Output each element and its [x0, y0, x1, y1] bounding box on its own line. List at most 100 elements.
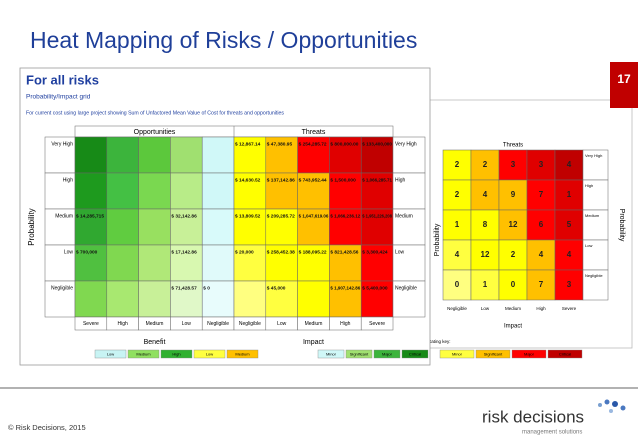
grid-cell — [138, 280, 171, 318]
column-label: Negligible — [239, 321, 261, 327]
column-label: Low — [182, 321, 192, 327]
back-cell-count: 4 — [539, 250, 544, 259]
grid-cell — [297, 172, 330, 210]
back-cell — [498, 179, 528, 211]
legend-label: Minor — [326, 352, 337, 357]
back-cell — [442, 209, 472, 241]
back-probability-left: Probability — [434, 223, 441, 256]
legend-swatch — [193, 349, 226, 359]
legend-label: Critical — [409, 352, 421, 357]
cell-value: $ 1,951,226,208 — [362, 213, 392, 219]
back-cell-count: 0 — [511, 280, 516, 289]
grid-cell — [138, 172, 171, 210]
cell-value: $ 3,300,424 — [362, 249, 388, 255]
cell-value: $ 1,047,619.06 — [299, 213, 329, 219]
back-cell — [526, 239, 556, 271]
back-row-label-cell — [582, 149, 609, 181]
back-cell-count: 12 — [481, 250, 490, 259]
back-column-label: Medium — [505, 306, 521, 311]
row-label-cell — [392, 136, 426, 174]
back-cell — [470, 209, 500, 241]
back-legend-swatch — [511, 349, 547, 359]
back-cell-count: 1 — [455, 220, 460, 229]
back-row-label: High — [585, 183, 593, 188]
grid-cell — [233, 208, 267, 246]
back-cell-count: 2 — [455, 190, 460, 199]
grid-cell — [297, 208, 330, 246]
grid-cell — [360, 208, 394, 246]
back-column-label: Severe — [562, 306, 577, 311]
grid-cell — [329, 208, 362, 246]
back-legend-swatch — [547, 349, 583, 359]
cell-value: $ 254,285.72 — [299, 141, 327, 147]
cell-value: $ 13,809.52 — [235, 213, 261, 219]
back-cell — [554, 179, 584, 211]
grid-cell — [233, 136, 267, 174]
column-label: High — [340, 321, 351, 327]
back-cell — [442, 149, 472, 181]
back-cell-count: 7 — [539, 280, 544, 289]
column-label: Negligible — [207, 321, 229, 327]
logo-dot — [604, 399, 610, 405]
threats-header: Threats — [302, 129, 326, 136]
grid-cell — [170, 280, 203, 318]
grid-cell — [201, 172, 235, 210]
back-cell-count: 4 — [455, 250, 460, 259]
back-cell — [442, 269, 472, 301]
row-label-left: Low — [64, 249, 74, 255]
cell-value: $ 12,867.14 — [235, 141, 261, 147]
back-cell — [498, 239, 528, 271]
back-cell — [554, 269, 584, 301]
row-label-left: Negligible — [51, 285, 73, 291]
cell-value: $ 209,285.72 — [267, 213, 295, 219]
grid-cell — [138, 244, 171, 282]
logo-dot — [609, 409, 613, 413]
back-cell — [470, 149, 500, 181]
back-cell-count: 4 — [483, 190, 488, 199]
footer-text: © Risk Decisions, 2015 — [8, 423, 86, 432]
grid-cell — [106, 136, 139, 174]
grid-cell — [297, 280, 330, 318]
legend-swatch — [373, 349, 401, 359]
opportunities-header: Opportunities — [134, 129, 176, 136]
column-label-cell — [360, 316, 394, 331]
legend-label: Significant — [350, 352, 369, 357]
row-label-cell — [44, 280, 76, 318]
legend-swatch — [226, 349, 259, 359]
cell-value: $ 1,907,142.86 — [330, 285, 360, 291]
grid-cell — [360, 136, 394, 174]
legend-swatch — [345, 349, 373, 359]
row-label-cell — [44, 244, 76, 282]
grid-cell — [170, 172, 203, 210]
back-cell-count: 5 — [567, 220, 572, 229]
row-label-left: Medium — [55, 213, 73, 219]
back-cell — [554, 209, 584, 241]
back-row-label-cell — [582, 209, 609, 241]
back-impact-label: Impact — [504, 324, 522, 330]
logo-tagline: management solutions — [522, 430, 582, 436]
grid-cell — [74, 280, 108, 318]
front-heading: For all risks — [26, 72, 99, 87]
column-label: Severe — [369, 321, 385, 327]
row-label-cell — [392, 172, 426, 210]
back-cell — [470, 179, 500, 211]
cell-value: $ 47,380.95 — [267, 141, 293, 147]
back-cell — [442, 239, 472, 271]
legend-label: High — [172, 352, 180, 357]
grid-cell — [74, 172, 108, 210]
cell-value: $ 45,000 — [267, 285, 286, 291]
cell-value: $ 1,500,000 — [330, 177, 356, 183]
legend-label: Medium — [235, 352, 250, 357]
back-cell-count: 7 — [539, 190, 544, 199]
row-label-cell — [392, 280, 426, 318]
legend-label: Major — [382, 352, 393, 357]
cell-value: $ 258,452.38 — [267, 249, 295, 255]
back-column-label: Low — [481, 306, 490, 311]
back-legend-label: Major — [524, 352, 535, 357]
cell-value: $ 14,285,715 — [76, 213, 104, 219]
grid-cell — [360, 244, 394, 282]
column-label: Severe — [83, 321, 99, 327]
row-label-right: Negligible — [395, 285, 417, 291]
legend-label: Low — [107, 352, 114, 357]
